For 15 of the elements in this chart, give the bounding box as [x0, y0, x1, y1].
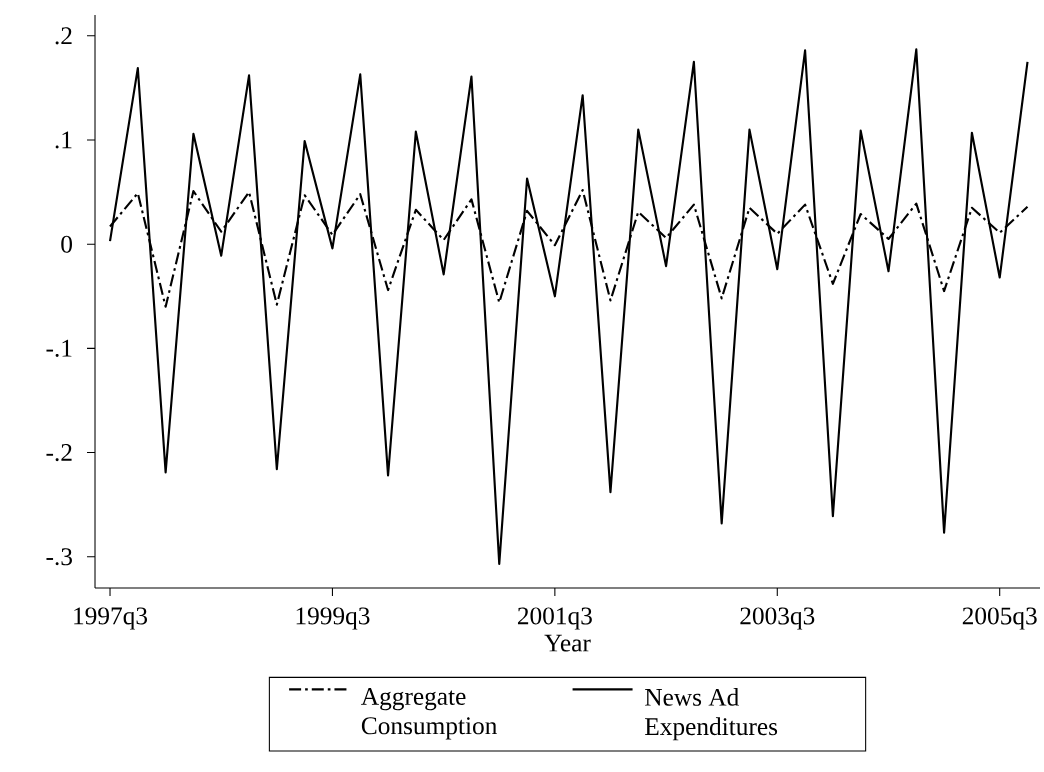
legend-label: Aggregate Consumption	[361, 688, 497, 740]
y-tick-label: -.3	[46, 548, 72, 566]
x-tick-label: 2001q3	[517, 607, 592, 630]
x-tick-label: 2003q3	[740, 607, 815, 630]
x-tick-label: 1997q3	[74, 607, 148, 630]
x-tick-label: 2005q3	[962, 607, 1037, 630]
y-tick-label: -.1	[46, 339, 72, 357]
line-series	[108, 48, 1029, 566]
y-tick-label: 0	[61, 235, 72, 253]
y-tick-label: -.2	[46, 444, 72, 462]
legend-label: News Ad Expenditures	[645, 688, 778, 741]
x-tick-label: 1999q3	[296, 607, 370, 630]
y-tick-label: .2	[55, 27, 72, 45]
x-axis-title: Year	[544, 634, 591, 652]
y-tick-label: .1	[55, 131, 72, 149]
